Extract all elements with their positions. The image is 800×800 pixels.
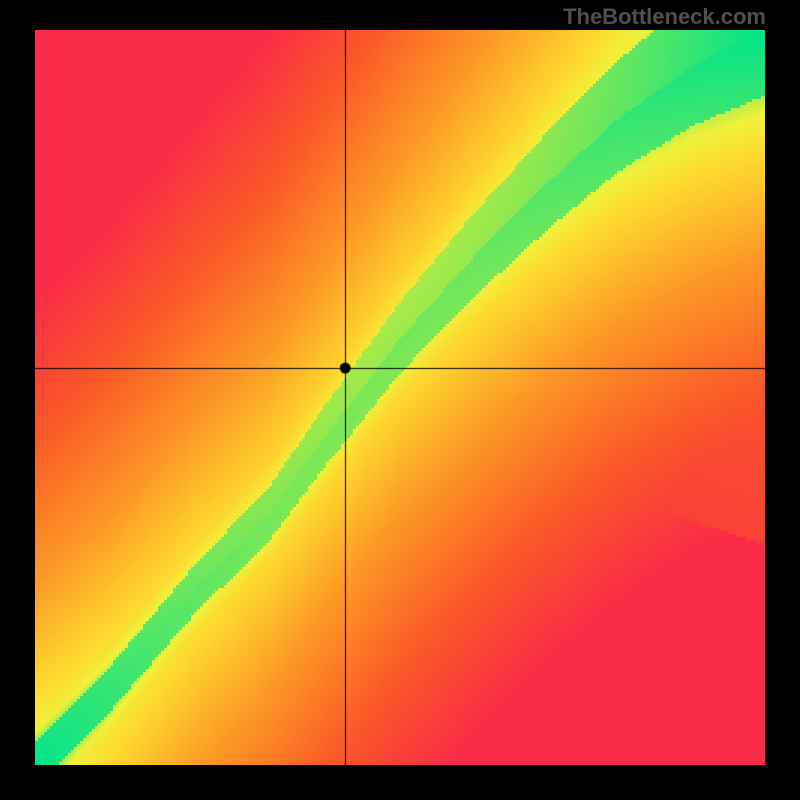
watermark-text: TheBottleneck.com bbox=[563, 4, 766, 30]
chart-container: TheBottleneck.com bbox=[0, 0, 800, 800]
bottleneck-heatmap bbox=[35, 30, 765, 765]
